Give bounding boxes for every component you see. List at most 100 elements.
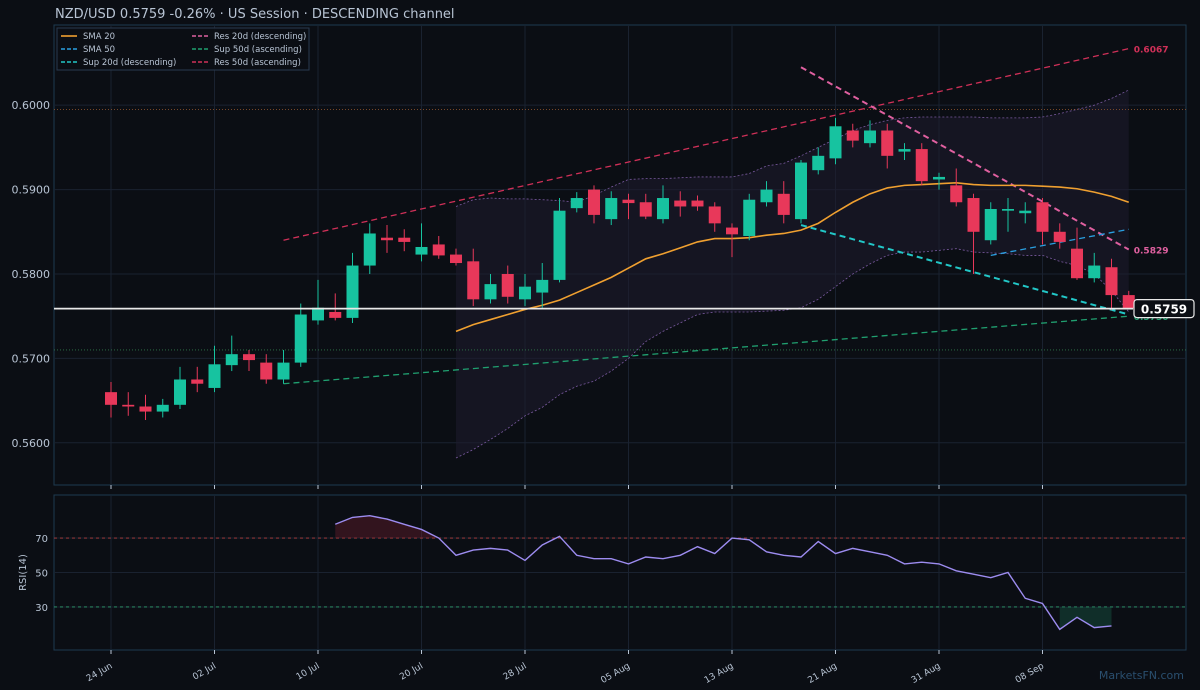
candle (726, 223, 738, 258)
candle (156, 398, 169, 418)
candle-body (277, 362, 290, 380)
last-price-line: 0.5759 (54, 298, 1195, 319)
candle (846, 123, 859, 148)
candle (708, 202, 721, 232)
candle-body (915, 149, 928, 182)
rsi-line (334, 514, 1112, 631)
candle-body (898, 149, 911, 152)
legend-entry: SMA 20 (83, 32, 115, 42)
candles (105, 117, 1135, 421)
candle (570, 192, 583, 213)
candle-body (881, 130, 894, 156)
candle-body (743, 199, 756, 237)
candle-body (984, 209, 997, 241)
candle (657, 185, 669, 224)
candle-body (329, 311, 342, 318)
candle (829, 117, 842, 165)
candle (243, 349, 255, 372)
legend-box (56, 27, 310, 71)
candle (691, 195, 704, 211)
candle-body (225, 354, 238, 366)
x-tick-label: 02 Jul (191, 661, 218, 682)
price-tick-label: 0.5800 (12, 268, 51, 281)
trendline (800, 66, 1130, 251)
candle (484, 273, 497, 304)
trendline-label: 0.6067 (1134, 46, 1169, 56)
candle-body (622, 199, 635, 204)
candle-body (950, 185, 963, 203)
trendline (283, 315, 1129, 385)
candle (467, 248, 480, 307)
candle-body (501, 273, 514, 297)
candle (122, 392, 135, 416)
legend: SMA 20 SMA 50 Sup 20d (descending) Res 20d … (56, 27, 310, 71)
candle-body (829, 126, 842, 159)
rsi-tick-label: 70 (35, 534, 48, 545)
candle-body (139, 406, 152, 412)
candle-body (674, 200, 687, 207)
rsi-overbought-fill (335, 515, 439, 539)
candle (1019, 202, 1032, 224)
candle (1105, 258, 1118, 311)
candle-body (519, 286, 531, 300)
candle (1036, 198, 1049, 245)
candle (174, 366, 186, 410)
candle (225, 335, 238, 372)
candle-body (708, 206, 721, 224)
watermark: MarketsFN.com (1099, 669, 1184, 682)
candle (450, 248, 462, 266)
candle (915, 143, 928, 186)
candle-body (415, 246, 428, 255)
chart-title: NZD/USD 0.5759 -0.26% · US Session · DES… (55, 7, 455, 22)
candle (743, 193, 756, 241)
rsi-tick-label: 50 (35, 569, 48, 580)
price-tick-label: 0.5600 (12, 437, 51, 450)
candle (967, 193, 980, 274)
candle-body (1122, 295, 1135, 309)
candle (277, 349, 290, 384)
candle (105, 382, 117, 418)
legend-entry: Res 20d (descending) (214, 32, 306, 42)
price-tick-label: 0.5900 (12, 184, 51, 197)
x-tick-label: 10 Jul (295, 661, 322, 682)
x-tick-label: 13 Aug (703, 661, 736, 686)
candle-body (450, 254, 462, 264)
candle (432, 236, 445, 259)
candle-body (191, 379, 204, 384)
candle-body (381, 237, 393, 241)
candle (139, 394, 152, 421)
candle (519, 273, 531, 307)
candle-body (691, 200, 704, 207)
trendline (283, 47, 1129, 241)
candle-body (812, 155, 825, 171)
candle-body (1019, 210, 1032, 214)
trendline (800, 224, 1130, 316)
candle (933, 172, 945, 190)
legend-entry: Sup 20d (descending) (83, 58, 176, 68)
candle-body (760, 189, 773, 203)
candle (1002, 198, 1014, 232)
candle-body (1036, 202, 1049, 232)
candle-body (864, 130, 876, 144)
x-tick-label: 21 Aug (806, 661, 839, 686)
candle-body (657, 198, 669, 220)
sma20-line (455, 182, 1130, 333)
candle-body (933, 176, 945, 180)
bollinger-upper (455, 89, 1129, 207)
candle-body (260, 362, 273, 380)
candle-body (1002, 209, 1014, 211)
candle (898, 143, 911, 161)
candle-body (346, 265, 359, 318)
candle-body (156, 404, 169, 412)
price-tick-label: 0.6000 (12, 99, 51, 112)
candle-body (1071, 248, 1083, 279)
candle (346, 252, 359, 323)
candle (1071, 227, 1083, 280)
x-tick-label: 31 Aug (910, 661, 943, 686)
candle (984, 202, 997, 245)
candle (191, 366, 204, 393)
rsi-axis-label: RSI(14) (18, 554, 29, 591)
legend-entry: SMA 50 (83, 45, 115, 55)
candle-body (536, 279, 549, 293)
candle-body (1088, 265, 1101, 279)
